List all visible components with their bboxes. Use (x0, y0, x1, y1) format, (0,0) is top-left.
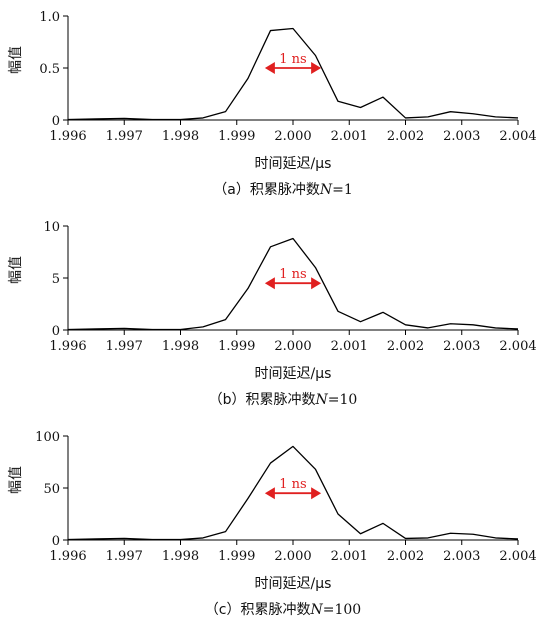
y-axis-label: 幅值 (8, 466, 24, 494)
y-tick-label: 5 (52, 272, 60, 287)
x-tick-label: 2.003 (443, 549, 480, 564)
y-tick-label: 50 (43, 482, 60, 497)
annotation-label: 1 ns (279, 52, 306, 67)
x-tick-label: 1.996 (49, 339, 86, 354)
y-tick-label: 0 (52, 534, 60, 549)
annotation-arrow-right-head (311, 62, 322, 74)
series-line (67, 445, 519, 541)
x-tick-label: 1.996 (49, 549, 86, 564)
chart-panel-1: 1.996 1.997 1.998 1.999 2.000 2.001 2.002 2.003… (8, 10, 537, 198)
x-tick-label: 2.002 (387, 129, 424, 144)
x-tick-label: 2.004 (499, 129, 536, 144)
x-tick-label: 2.004 (499, 339, 536, 354)
chart-panel-2: 1.996 1.997 1.998 1.999 2.000 2.001 2.002 2.003… (8, 220, 537, 408)
x-tick-label: 1.999 (218, 339, 255, 354)
annotation-arrow-left-head (264, 277, 275, 290)
x-tick-label: 1.999 (218, 549, 255, 564)
x-tick-label: 1.998 (162, 549, 199, 564)
x-tick-label: 1.998 (162, 339, 199, 354)
y-tick-label: 10 (43, 220, 60, 235)
annotation-arrow-right-head (311, 277, 322, 290)
x-tick-label: 1.997 (106, 129, 143, 144)
x-tick-label: 2.001 (331, 549, 368, 564)
x-axis-label: 时间延迟/μs (255, 366, 332, 382)
x-tick-label: 2.002 (387, 549, 424, 564)
x-axis-label: 时间延迟/μs (255, 156, 332, 172)
x-tick-label: 2.003 (443, 339, 480, 354)
y-tick-label: 1.0 (39, 10, 60, 25)
x-tick-label: 1.997 (106, 549, 143, 564)
x-tick-label: 1.997 (106, 339, 143, 354)
y-tick-label: 0.5 (39, 62, 60, 77)
x-tick-label: 2.003 (443, 129, 480, 144)
x-tick-label: 2.004 (499, 549, 536, 564)
annotation-label: 1 ns (279, 267, 306, 282)
x-tick-label: 2.001 (331, 129, 368, 144)
y-tick-label: 0 (52, 324, 60, 339)
y-tick-label: 100 (35, 430, 60, 445)
x-tick-label: 1.996 (49, 129, 86, 144)
y-axis-label: 幅值 (8, 256, 24, 284)
y-axis-label: 幅值 (8, 46, 24, 74)
x-tick-label: 1.999 (218, 129, 255, 144)
x-tick-label: 2.001 (331, 339, 368, 354)
x-tick-label: 2.000 (274, 339, 311, 354)
x-tick-label: 1.998 (162, 129, 199, 144)
annotation-arrow-left-head (264, 62, 275, 74)
chart-panel-3: 1.996 1.997 1.998 1.999 2.000 2.001 2.002 2.003… (8, 430, 537, 618)
x-tick-label: 2.000 (274, 129, 311, 144)
annotation-arrow-left-head (264, 487, 275, 500)
chart-caption: （b）积累脉冲数N=10 (209, 392, 358, 408)
series-line (67, 27, 519, 121)
x-axis-label: 时间延迟/μs (255, 576, 332, 592)
series-line (67, 237, 519, 331)
annotation-arrow-right-head (311, 487, 322, 500)
annotation-label: 1 ns (279, 477, 306, 492)
x-tick-label: 2.002 (387, 339, 424, 354)
chart-caption: （c）积累脉冲数N=100 (205, 602, 361, 618)
chart-caption: （a）积累脉冲数N=1 (213, 182, 352, 198)
y-tick-label: 0 (52, 114, 60, 129)
x-tick-label: 2.000 (274, 549, 311, 564)
